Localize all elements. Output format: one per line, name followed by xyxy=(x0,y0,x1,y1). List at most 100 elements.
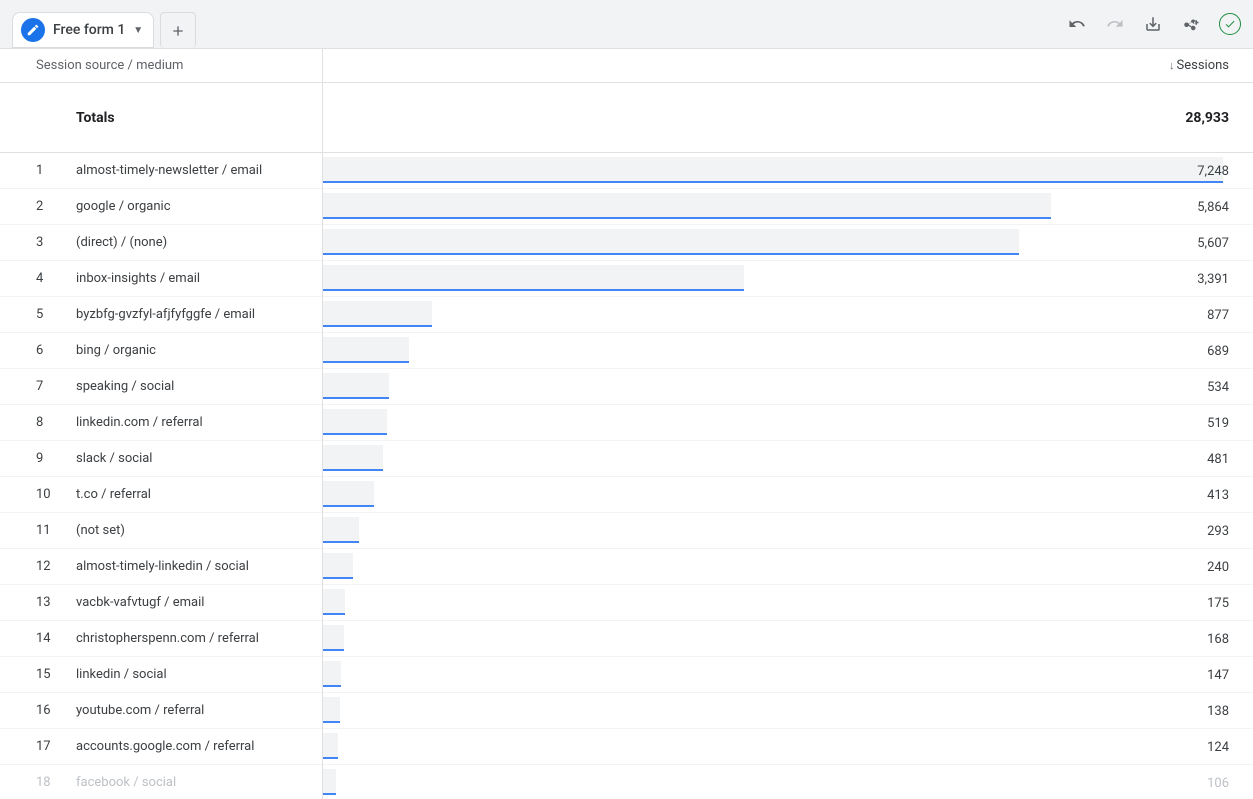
bar-fill xyxy=(323,157,1223,181)
bar-fill xyxy=(323,553,353,577)
row-rank: 17 xyxy=(36,739,76,754)
table-row[interactable]: 106 xyxy=(323,765,1253,799)
metric-rows: 7,2485,8645,6073,39187768953451948141329… xyxy=(323,153,1253,799)
bar-underline xyxy=(323,649,344,651)
table-row[interactable]: 240 xyxy=(323,549,1253,585)
dimension-rows: 1almost-timely-newsletter / email2google… xyxy=(0,153,322,799)
table-row[interactable]: 14christopherspenn.com / referral xyxy=(0,621,322,657)
bar-fill xyxy=(323,769,336,793)
table-row[interactable]: 4inbox-insights / email xyxy=(0,261,322,297)
table-row[interactable]: 9slack / social xyxy=(0,441,322,477)
row-rank: 3 xyxy=(36,235,76,250)
row-value: 293 xyxy=(1207,513,1229,549)
table-row[interactable]: 16youtube.com / referral xyxy=(0,693,322,729)
table-row[interactable]: 293 xyxy=(323,513,1253,549)
table-row[interactable]: 689 xyxy=(323,333,1253,369)
table-row[interactable]: 11(not set) xyxy=(0,513,322,549)
bar-fill xyxy=(323,337,409,361)
table-row[interactable]: 138 xyxy=(323,693,1253,729)
row-dimension-label: accounts.google.com / referral xyxy=(76,739,322,754)
bar-underline xyxy=(323,505,374,507)
toolbar-actions xyxy=(1067,0,1241,48)
table-row[interactable]: 18facebook / social xyxy=(0,765,322,799)
row-dimension-label: (direct) / (none) xyxy=(76,235,322,250)
table-row[interactable]: 17accounts.google.com / referral xyxy=(0,729,322,765)
bar-fill xyxy=(323,697,340,721)
row-value: 106 xyxy=(1207,765,1229,799)
dimension-header[interactable]: Session source / medium xyxy=(0,49,322,83)
row-dimension-label: slack / social xyxy=(76,451,322,466)
row-value: 138 xyxy=(1207,693,1229,729)
row-rank: 18 xyxy=(36,775,76,790)
add-tab-button[interactable] xyxy=(160,12,196,48)
table-row[interactable]: 147 xyxy=(323,657,1253,693)
row-dimension-label: youtube.com / referral xyxy=(76,703,322,718)
redo-button[interactable] xyxy=(1105,14,1125,34)
table-row[interactable]: 10t.co / referral xyxy=(0,477,322,513)
row-rank: 10 xyxy=(36,487,76,502)
table-row[interactable]: 13vacbk-vafvtugf / email xyxy=(0,585,322,621)
bar-fill xyxy=(323,445,383,469)
row-value: 7,248 xyxy=(1197,153,1229,189)
table-row[interactable]: 413 xyxy=(323,477,1253,513)
bar-underline xyxy=(323,613,345,615)
exploration-tab[interactable]: Free form 1 ▼ xyxy=(12,12,154,48)
row-rank: 14 xyxy=(36,631,76,646)
table-row[interactable]: 481 xyxy=(323,441,1253,477)
totals-label: Totals xyxy=(0,83,322,153)
bar-underline xyxy=(323,289,744,291)
row-rank: 8 xyxy=(36,415,76,430)
row-dimension-label: google / organic xyxy=(76,199,322,214)
table-row[interactable]: 3(direct) / (none) xyxy=(0,225,322,261)
table-row[interactable]: 168 xyxy=(323,621,1253,657)
metric-header[interactable]: ↓ Sessions xyxy=(323,49,1253,83)
row-rank: 16 xyxy=(36,703,76,718)
table-row[interactable]: 124 xyxy=(323,729,1253,765)
table-row[interactable]: 1almost-timely-newsletter / email xyxy=(0,153,322,189)
bar-fill xyxy=(323,589,345,613)
chevron-down-icon: ▼ xyxy=(133,25,143,36)
row-value: 124 xyxy=(1207,729,1229,765)
table-row[interactable]: 175 xyxy=(323,585,1253,621)
row-rank: 12 xyxy=(36,559,76,574)
bar-fill xyxy=(323,301,432,325)
undo-button[interactable] xyxy=(1067,14,1087,34)
table-row[interactable]: 5byzbfg-gvzfyl-afjfyfggfe / email xyxy=(0,297,322,333)
download-button[interactable] xyxy=(1143,14,1163,34)
table-row[interactable]: 2google / organic xyxy=(0,189,322,225)
row-value: 413 xyxy=(1207,477,1229,513)
status-ok-icon xyxy=(1219,13,1241,35)
bar-underline xyxy=(323,433,387,435)
row-rank: 7 xyxy=(36,379,76,394)
table-row[interactable]: 3,391 xyxy=(323,261,1253,297)
bar-underline xyxy=(323,721,340,723)
table-row[interactable]: 534 xyxy=(323,369,1253,405)
table-row[interactable]: 877 xyxy=(323,297,1253,333)
table-row[interactable]: 12almost-timely-linkedin / social xyxy=(0,549,322,585)
table-row[interactable]: 6bing / organic xyxy=(0,333,322,369)
bar-fill xyxy=(323,517,359,541)
row-value: 5,864 xyxy=(1197,189,1229,225)
row-value: 3,391 xyxy=(1197,261,1229,297)
row-value: 519 xyxy=(1207,405,1229,441)
dimension-column: Session source / medium Totals 1almost-t… xyxy=(0,49,323,799)
table-row[interactable]: 519 xyxy=(323,405,1253,441)
table-row[interactable]: 7,248 xyxy=(323,153,1253,189)
table-row[interactable]: 7speaking / social xyxy=(0,369,322,405)
share-button[interactable] xyxy=(1181,14,1201,34)
row-value: 689 xyxy=(1207,333,1229,369)
bar-underline xyxy=(323,577,353,579)
bar-underline xyxy=(323,541,359,543)
row-rank: 11 xyxy=(36,523,76,538)
table-row[interactable]: 8linkedin.com / referral xyxy=(0,405,322,441)
bar-underline xyxy=(323,181,1223,183)
toolbar: Free form 1 ▼ xyxy=(0,0,1253,48)
bar-underline xyxy=(323,361,409,363)
table-row[interactable]: 5,607 xyxy=(323,225,1253,261)
bar-fill xyxy=(323,409,387,433)
table-row[interactable]: 5,864 xyxy=(323,189,1253,225)
row-dimension-label: (not set) xyxy=(76,523,322,538)
table-row[interactable]: 15linkedin / social xyxy=(0,657,322,693)
report-table: Session source / medium Totals 1almost-t… xyxy=(0,48,1253,799)
bar-underline xyxy=(323,253,1019,255)
